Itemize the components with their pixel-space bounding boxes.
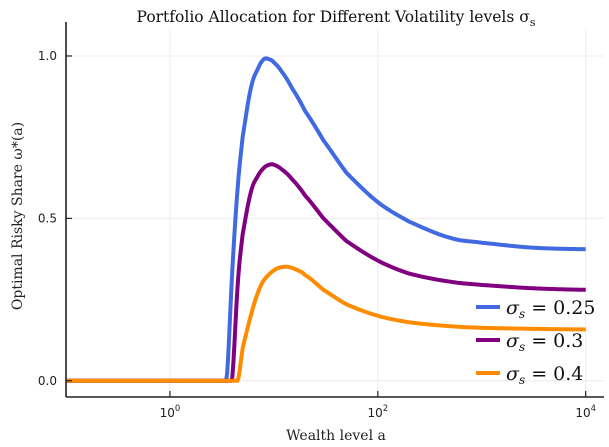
series-line-3 — [65, 264, 587, 383]
legend-label-1: σs = 0.25 — [506, 297, 595, 321]
chart-title: Portfolio Allocation for Different Volat… — [137, 8, 536, 29]
series-group — [65, 56, 587, 383]
y-tick-label: 0.0 — [38, 374, 57, 388]
y-tick-label: 1.0 — [38, 49, 57, 63]
x-axis-title: Wealth level a — [286, 428, 386, 444]
legend-label-3: σs = 0.4 — [506, 363, 583, 387]
y-axis-title: Optimal Risky Share ω*(a) — [10, 122, 26, 310]
x-tick-label: 104 — [575, 404, 596, 420]
x-tick-label: 102 — [367, 404, 388, 420]
legend: σs = 0.25 σs = 0.3 σs = 0.4 — [476, 297, 595, 387]
y-tick-label: 0.5 — [38, 211, 57, 225]
tick-labels: 100 102 104 0.0 0.5 1.0 — [38, 49, 596, 420]
x-tick-label: 100 — [160, 404, 181, 420]
axes — [65, 22, 604, 398]
legend-label-2: σs = 0.3 — [506, 330, 583, 354]
